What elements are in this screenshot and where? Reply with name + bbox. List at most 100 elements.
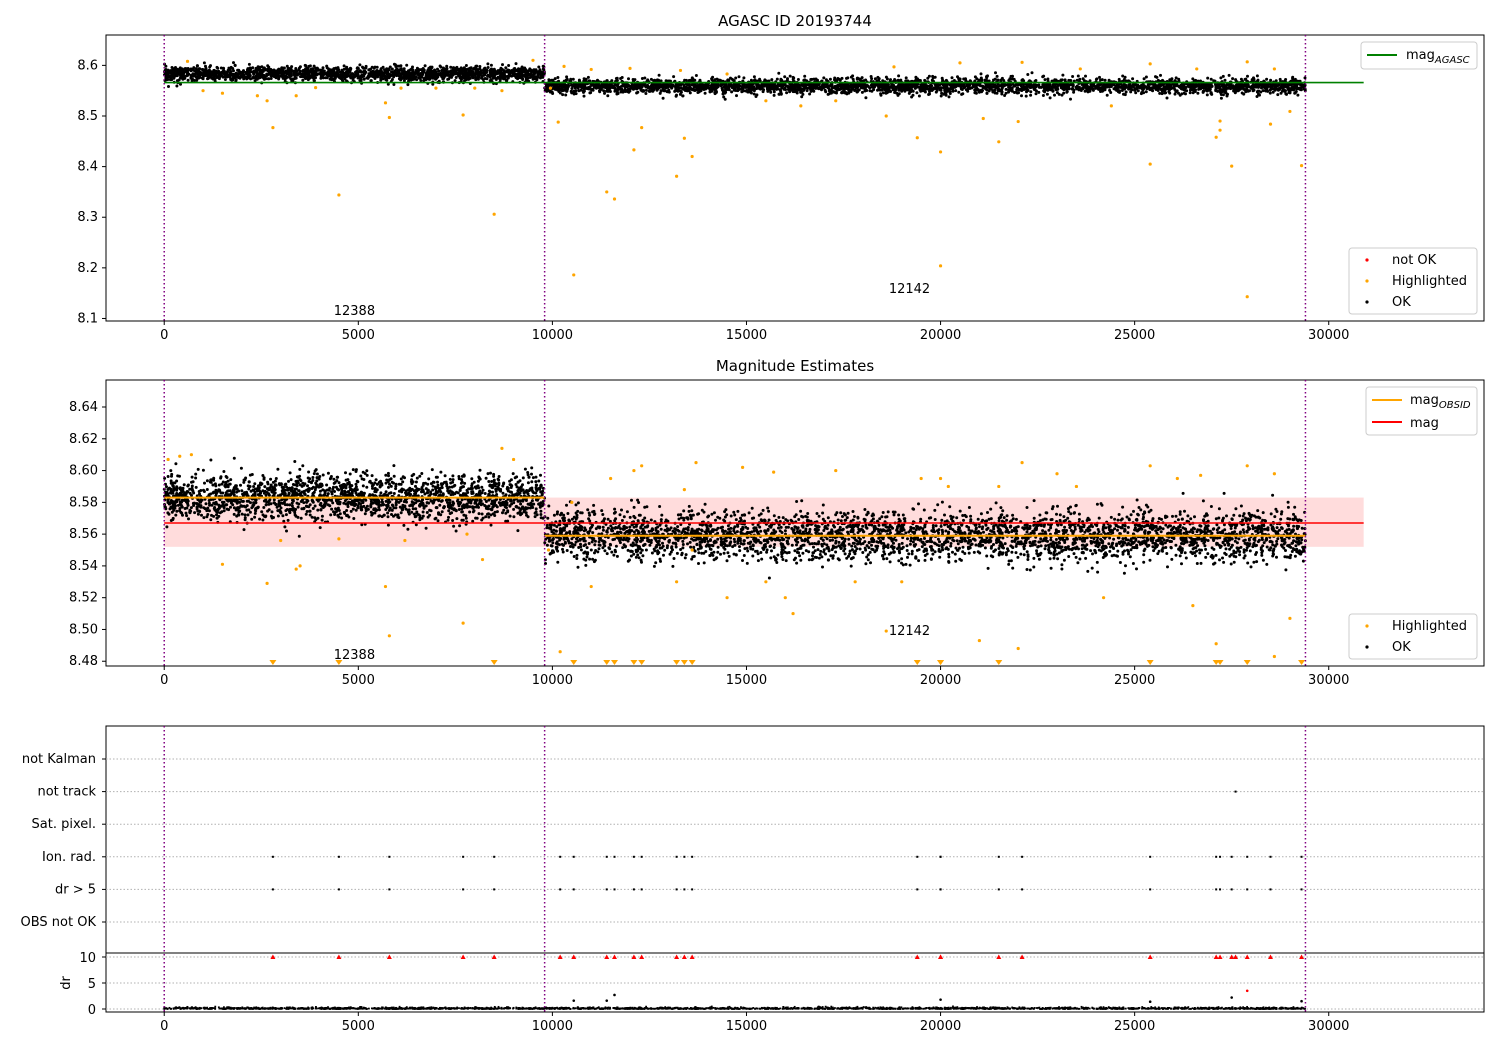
ok-point [1107,78,1111,82]
ok-point [582,94,586,98]
ok-point [917,94,921,98]
ok-point [797,87,801,91]
ok-point [247,62,251,66]
ok-point [1142,77,1146,81]
ok-point [655,86,659,90]
ok-point [1118,85,1122,89]
ok-point [870,85,874,89]
ok-point [897,74,901,78]
ok-point [382,71,386,75]
ok-point [969,86,973,90]
ok-point [410,76,414,80]
ok-point [170,69,174,73]
ok-point [1040,85,1044,89]
ok-point [657,78,661,82]
ok-point [1205,88,1209,92]
ok-point [632,79,636,83]
ok-point [1268,91,1272,95]
ok-point [959,83,963,87]
ok-point [379,75,383,79]
ok-point [193,73,197,77]
ok-point [331,77,335,81]
ok-point [569,89,573,93]
ok-point [1191,88,1194,92]
ok-point [772,83,776,86]
ok-point [223,78,227,81]
ok-point [399,64,403,68]
ok-point [791,90,795,94]
ok-point [1129,90,1133,94]
ok-point [1062,88,1066,92]
ok-point [1083,89,1087,93]
ok-point [474,71,478,75]
ok-point [1219,96,1223,100]
ok-point [1082,85,1086,89]
ok-point [1206,76,1210,80]
ok-point [1221,74,1225,78]
ok-point [973,91,977,95]
ok-point [692,85,696,89]
ok-point [635,91,639,95]
ok-point [489,73,493,77]
ok-point [195,64,199,68]
ok-point [879,93,883,97]
ok-point [311,70,315,74]
ok-point [413,72,417,76]
ok-point [909,88,912,92]
ok-point [1103,88,1107,92]
ok-point [358,63,362,67]
ok-point [358,70,362,74]
ok-point [301,78,305,82]
ok-point [1076,74,1080,78]
ok-point [453,72,457,76]
ok-point [703,91,707,95]
ok-point [1051,83,1055,87]
ok-point [387,73,391,76]
ok-point [730,90,734,94]
ok-point [350,75,354,79]
ok-point [1094,86,1098,90]
ok-point [500,68,504,71]
ok-point [1159,73,1162,77]
ok-point [362,77,366,81]
ok-point [432,75,436,79]
ok-point [437,73,441,77]
ok-point [939,94,943,98]
ok-point [694,74,698,77]
ok-point [297,68,301,72]
ok-point [896,85,900,88]
ok-point [1303,76,1307,80]
ok-point [235,72,239,76]
ok-point [324,76,328,80]
ok-point [292,71,296,75]
ok-point [226,73,230,77]
ok-point [472,66,476,70]
ok-point [879,84,883,87]
ok-point [851,87,855,91]
ok-point [828,77,832,81]
ok-point [752,75,756,79]
ok-point [1167,90,1171,94]
ok-point [845,91,849,95]
ok-point [1072,90,1076,94]
ok-point [574,92,578,96]
ok-point [369,70,373,74]
ok-point [662,89,666,92]
ok-point [202,61,206,65]
ok-point [385,67,389,71]
ok-point [388,65,392,69]
ok-point [662,85,666,89]
ok-point [673,85,677,89]
ok-point [258,67,261,71]
ok-point [1028,86,1032,90]
ok-point [1055,86,1059,90]
ok-point [1250,86,1253,90]
ok-point [1207,87,1211,91]
ok-point [1081,77,1085,81]
ok-point [399,67,403,71]
ok-point [438,64,442,68]
ok-point [801,83,805,87]
ok-point [1131,77,1135,81]
ok-point [271,69,275,73]
ok-point [822,76,826,80]
